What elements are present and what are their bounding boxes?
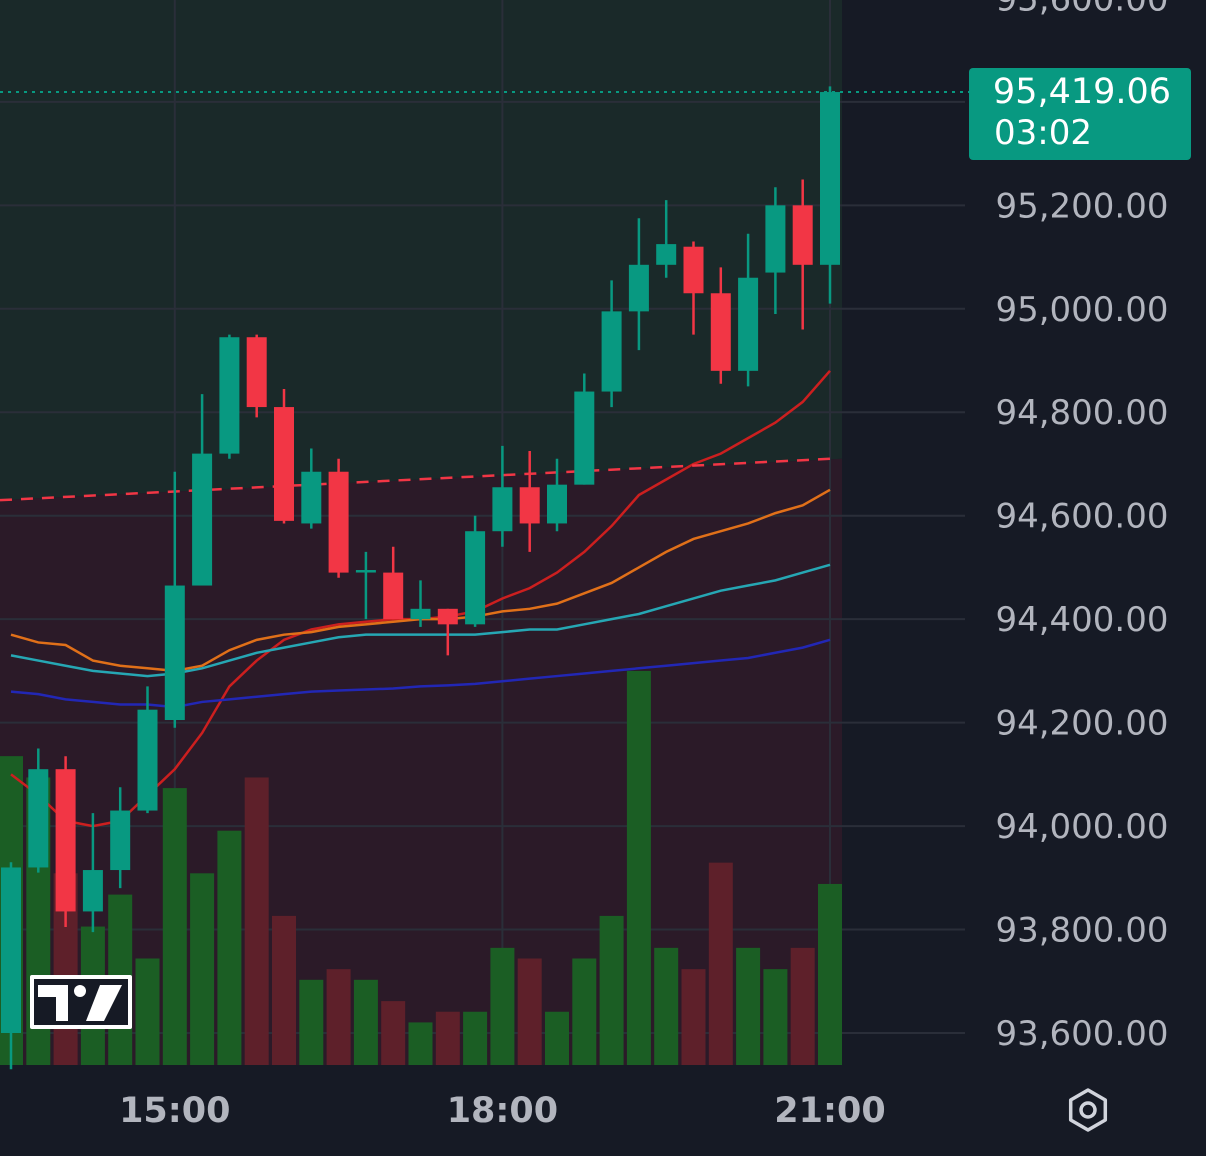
candle-body	[710, 293, 731, 371]
volume-bar	[681, 969, 706, 1065]
price-tick-label: 95,000.00	[995, 290, 1168, 330]
candle-body	[820, 92, 840, 265]
current-price-label: 95,419.06	[993, 72, 1171, 112]
volume-bar	[326, 969, 351, 1065]
volume-bar	[190, 873, 215, 1065]
candle-body	[574, 391, 595, 485]
price-tick-label: 95,600.00	[995, 0, 1168, 19]
candle-body	[301, 471, 322, 524]
volume-bar	[353, 979, 378, 1065]
tradingview-logo-icon[interactable]	[30, 975, 132, 1029]
volume-bar	[463, 1011, 488, 1065]
candle-body	[274, 407, 294, 521]
candle-body	[28, 769, 49, 868]
price-tick-label: 94,600.00	[995, 497, 1168, 537]
candle-body	[219, 337, 240, 454]
candle-body	[246, 337, 267, 408]
volume-bar	[435, 1011, 460, 1065]
hexagon-gear-icon[interactable]	[1068, 1088, 1108, 1132]
candle-body	[383, 572, 404, 620]
candle-body	[328, 471, 349, 573]
volume-bar	[708, 862, 733, 1065]
volume-bar	[217, 830, 242, 1065]
candle-body	[519, 487, 540, 524]
candle-body	[437, 608, 458, 625]
time-tick-label: 18:00	[447, 1091, 558, 1131]
current-price-tag: 95,419.06 03:02	[969, 68, 1191, 160]
candle-body	[765, 205, 786, 273]
candles	[1, 86, 840, 1070]
volume-bar	[763, 969, 788, 1065]
volume-bar	[790, 947, 815, 1065]
price-tick-label: 93,800.00	[995, 911, 1168, 951]
candle-body	[656, 244, 677, 265]
volume-bar	[599, 915, 624, 1065]
candle-body	[164, 585, 185, 721]
volume-bar	[408, 1022, 433, 1065]
candle-body	[1, 867, 21, 1033]
candle-body	[628, 264, 649, 312]
candle-body	[137, 709, 158, 811]
candle-body	[110, 810, 131, 871]
volume-bar	[517, 958, 542, 1065]
price-tick-label: 94,200.00	[995, 704, 1168, 744]
candle-body	[792, 205, 813, 265]
volume-bar	[572, 958, 597, 1065]
price-tick-label: 93,600.00	[995, 1014, 1168, 1054]
price-tick-label: 95,200.00	[995, 186, 1168, 226]
price-tick-label: 94,800.00	[995, 393, 1168, 433]
candle-body	[601, 311, 622, 392]
candle-body	[82, 870, 103, 912]
volume-bar	[654, 947, 679, 1065]
candle-body	[355, 570, 376, 573]
volume-bar	[490, 947, 515, 1065]
price-axis[interactable]: 95,600.00 95,200.00 95,000.00 94,800.00 94,6…	[995, 0, 1168, 1054]
price-tick-label: 94,400.00	[995, 600, 1168, 640]
upper-zone	[0, 0, 842, 501]
candle-body	[738, 277, 759, 371]
volume-bar	[162, 788, 187, 1065]
candle-body	[465, 531, 486, 625]
volume-bar	[381, 1001, 406, 1065]
volume-bar	[818, 883, 842, 1065]
volume-bar	[244, 777, 269, 1065]
volume-bar	[626, 670, 651, 1065]
volume-bar	[736, 947, 761, 1065]
candle-body	[410, 608, 431, 620]
volume-bar	[272, 915, 296, 1065]
volume-bar	[299, 979, 324, 1065]
time-tick-label: 21:00	[774, 1091, 885, 1131]
price-tick-label: 94,000.00	[995, 807, 1168, 847]
time-tick-label: 15:00	[119, 1091, 230, 1131]
countdown-label: 03:02	[994, 113, 1092, 153]
candle-body	[683, 246, 704, 294]
candle-body	[492, 487, 513, 532]
time-axis: 15:00 18:00 21:00	[119, 1091, 886, 1131]
candle-body	[192, 453, 213, 586]
candle-body	[547, 484, 567, 524]
volume-bar	[135, 958, 160, 1065]
moving-average-line	[10, 563, 831, 678]
volume-bar	[545, 1011, 569, 1065]
candle-body	[55, 769, 76, 912]
